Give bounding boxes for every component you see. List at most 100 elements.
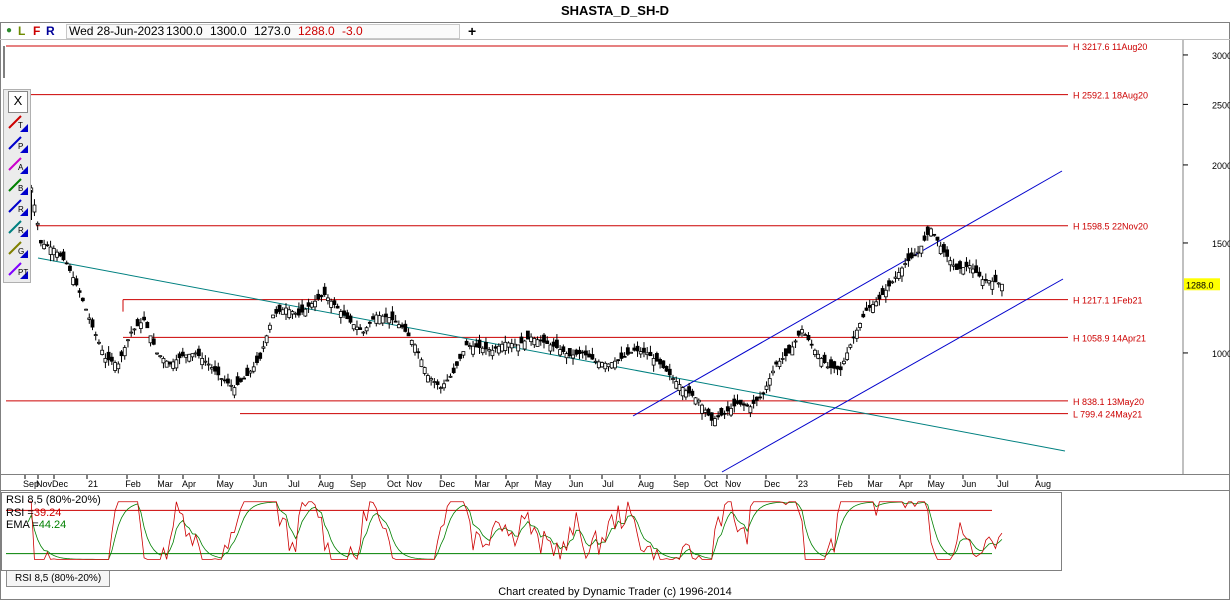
price-bar xyxy=(745,402,750,408)
rsi-panel xyxy=(6,501,1003,561)
x-tick-label-7: May xyxy=(216,479,234,489)
price-bar xyxy=(858,322,862,331)
pt-tool[interactable]: PT xyxy=(6,259,28,279)
price-bar xyxy=(990,277,995,295)
price-bar xyxy=(293,311,298,318)
price-bar xyxy=(477,334,482,354)
price-bar xyxy=(971,263,975,279)
r2-tool[interactable]: R xyxy=(6,217,28,237)
price-bar xyxy=(987,280,991,286)
price-bar xyxy=(442,379,446,391)
price-bar xyxy=(942,241,946,258)
price-bar xyxy=(967,259,972,274)
price-bar xyxy=(819,356,824,369)
price-bar xyxy=(348,313,353,324)
rsi-line xyxy=(28,501,1003,561)
parallel-tool[interactable]: P xyxy=(6,133,28,153)
price-bar xyxy=(735,394,740,405)
price-bar xyxy=(542,333,546,349)
price-bar xyxy=(329,298,334,314)
rsi-legend-value: RSI =39.24 xyxy=(6,506,62,519)
price-bar xyxy=(555,334,559,350)
price-bar xyxy=(538,335,543,346)
price-bar xyxy=(845,347,850,362)
price-bar xyxy=(68,263,72,273)
price-bar xyxy=(909,247,914,260)
price-bar xyxy=(351,324,356,332)
price-bar xyxy=(571,349,575,365)
price-bar xyxy=(851,330,856,344)
price-bar xyxy=(961,267,966,276)
price-bar xyxy=(516,344,521,357)
price-bar xyxy=(335,303,340,309)
close-toolbox-button[interactable]: X xyxy=(8,91,28,113)
ohlc-box xyxy=(66,24,460,39)
chart-title: SHASTA_D_SH-D xyxy=(560,3,670,18)
price-bar xyxy=(61,248,66,262)
price-bar xyxy=(519,332,524,344)
x-tick-label-17: May xyxy=(534,479,552,489)
price-bar xyxy=(490,344,495,360)
price-bar xyxy=(109,352,114,365)
level-label-2: H 1598.5 22Nov20 xyxy=(1073,222,1148,232)
x-tick-label-31: Jul xyxy=(997,479,1009,489)
price-bar xyxy=(613,357,617,371)
flag-r[interactable]: R xyxy=(46,24,55,38)
price-bar xyxy=(242,375,246,380)
indicator-tab[interactable]: RSI 8,5 (80%-20%) xyxy=(6,571,111,587)
price-bar xyxy=(829,356,833,375)
x-tick-label-3: 21 xyxy=(88,479,98,489)
price-bar xyxy=(893,271,898,283)
price-bar xyxy=(222,375,227,384)
tool-label: T xyxy=(18,121,23,130)
price-bar xyxy=(929,227,933,237)
price-bar xyxy=(903,258,908,268)
price-bar xyxy=(742,401,746,412)
price-bar xyxy=(651,354,656,372)
trend-tool[interactable]: T xyxy=(6,112,28,132)
price-bar xyxy=(948,256,953,272)
price-bar xyxy=(983,273,988,284)
price-bar xyxy=(548,342,553,355)
price-bar xyxy=(806,332,811,342)
price-bar xyxy=(448,373,453,378)
add-button[interactable]: + xyxy=(468,23,477,39)
b-tool[interactable]: B xyxy=(6,175,28,195)
price-bar xyxy=(390,306,395,325)
x-tick-label-6: Apr xyxy=(182,479,196,489)
price-bar xyxy=(203,355,208,366)
price-bar xyxy=(503,335,508,355)
price-bar xyxy=(796,330,801,338)
y-tick-label-2: 2000.0 xyxy=(1212,161,1230,171)
price-bar xyxy=(361,331,366,336)
price-bar xyxy=(954,263,959,270)
price-bar xyxy=(461,351,466,359)
price-bar xyxy=(274,306,279,318)
price-bar xyxy=(126,339,130,348)
flag-f[interactable]: F xyxy=(33,24,41,38)
flag-l[interactable]: L xyxy=(18,24,26,38)
price-bar xyxy=(245,364,250,376)
price-bar xyxy=(800,325,804,337)
price-bar xyxy=(284,303,288,321)
price-bar xyxy=(787,344,791,354)
andrews-tool[interactable]: A xyxy=(6,154,28,174)
price-bar xyxy=(248,369,253,378)
r-tool[interactable]: R xyxy=(6,196,28,216)
g-tool[interactable]: G xyxy=(6,238,28,258)
price-bar xyxy=(171,358,176,372)
rsi-legend-title: RSI 8,5 (80%-20%) xyxy=(6,494,101,506)
price-bar xyxy=(364,326,369,335)
price-bar xyxy=(754,396,759,407)
price-bar xyxy=(267,322,272,333)
price-bar xyxy=(338,308,343,324)
price-bar xyxy=(642,342,646,358)
tool-label: G xyxy=(18,247,25,256)
last-price-label: 1288.0 xyxy=(1186,280,1214,290)
price-bar xyxy=(951,258,956,271)
price-bar xyxy=(877,291,882,306)
price-bar xyxy=(387,317,392,329)
price-bar xyxy=(687,382,692,397)
level-label-1: H 2592.1 18Aug20 xyxy=(1073,91,1148,101)
price-bar xyxy=(790,341,795,356)
